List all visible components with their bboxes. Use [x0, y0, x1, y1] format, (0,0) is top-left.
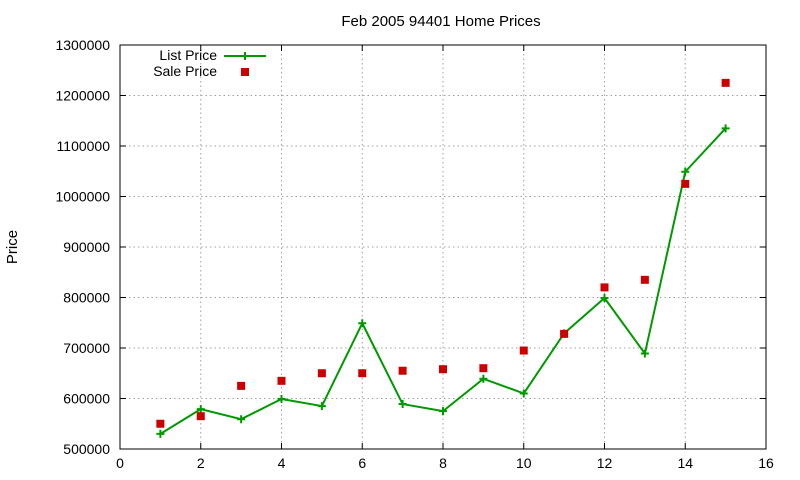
data-point-list-price	[600, 294, 609, 303]
data-point-list-price	[721, 124, 730, 133]
x-tick-label: 6	[358, 455, 366, 471]
data-point-sale-price	[721, 78, 730, 87]
y-tick-label: 700000	[63, 340, 110, 356]
data-point-list-price	[479, 374, 488, 383]
data-point-list-price	[317, 402, 326, 411]
x-tick-label: 4	[278, 455, 286, 471]
y-tick-label: 1000000	[55, 189, 110, 205]
data-point-sale-price	[439, 365, 447, 374]
series-sale-price	[156, 78, 730, 428]
x-tick-label: 8	[439, 455, 447, 471]
data-point-sale-price	[681, 179, 690, 188]
x-tick-label: 2	[197, 455, 205, 471]
x-tick-label: 12	[597, 455, 613, 471]
data-point-list-price	[519, 389, 528, 398]
data-point-sale-price	[479, 364, 488, 373]
data-point-sale-price	[156, 419, 165, 428]
legend-marker-sale-price	[241, 68, 249, 76]
data-point-list-price	[196, 405, 205, 414]
data-point-sale-price	[317, 369, 326, 378]
data-point-list-price	[277, 395, 286, 404]
y-tick-label: 1200000	[55, 88, 110, 104]
chart-title: Feb 2005 94401 Home Prices	[341, 13, 540, 30]
data-point-sale-price	[600, 283, 609, 292]
y-tick-label: 800000	[63, 290, 110, 306]
data-point-sale-price	[196, 412, 205, 421]
x-tick-label: 14	[677, 455, 693, 471]
y-tick-label: 1100000	[57, 138, 111, 154]
legend-label-list-price: List Price	[159, 47, 217, 63]
y-tick-label: 600000	[63, 391, 110, 407]
axis-ticks: 0 2 4 6 8 10 12 14 16 500000 600000 700000 800000 900…	[55, 37, 774, 471]
legend: List Price Sale Price	[153, 47, 266, 79]
x-tick-label: 0	[116, 455, 124, 471]
data-point-list-price	[156, 429, 165, 438]
data-point-list-price	[398, 400, 407, 409]
data-point-sale-price	[277, 376, 286, 385]
y-tick-label: 500000	[63, 441, 110, 457]
y-tick-label: 1300000	[55, 37, 110, 53]
y-tick-label: 900000	[63, 239, 110, 255]
x-tick-label: 16	[758, 455, 774, 471]
legend-marker-list-price	[241, 52, 249, 60]
data-point-list-price	[439, 407, 447, 416]
data-point-list-price	[358, 319, 367, 328]
data-point-sale-price	[640, 275, 649, 284]
data-point-sale-price	[560, 329, 569, 338]
data-point-list-price	[640, 349, 649, 358]
legend-label-sale-price: Sale Price	[153, 63, 217, 79]
x-tick-label: 10	[516, 455, 532, 471]
data-point-sale-price	[519, 346, 528, 355]
data-point-sale-price	[237, 381, 246, 390]
data-point-list-price	[681, 167, 690, 176]
data-point-sale-price	[358, 369, 367, 378]
data-point-sale-price	[398, 366, 407, 375]
data-point-list-price	[237, 415, 246, 424]
y-axis-label: Price	[4, 230, 21, 264]
series	[156, 78, 730, 438]
